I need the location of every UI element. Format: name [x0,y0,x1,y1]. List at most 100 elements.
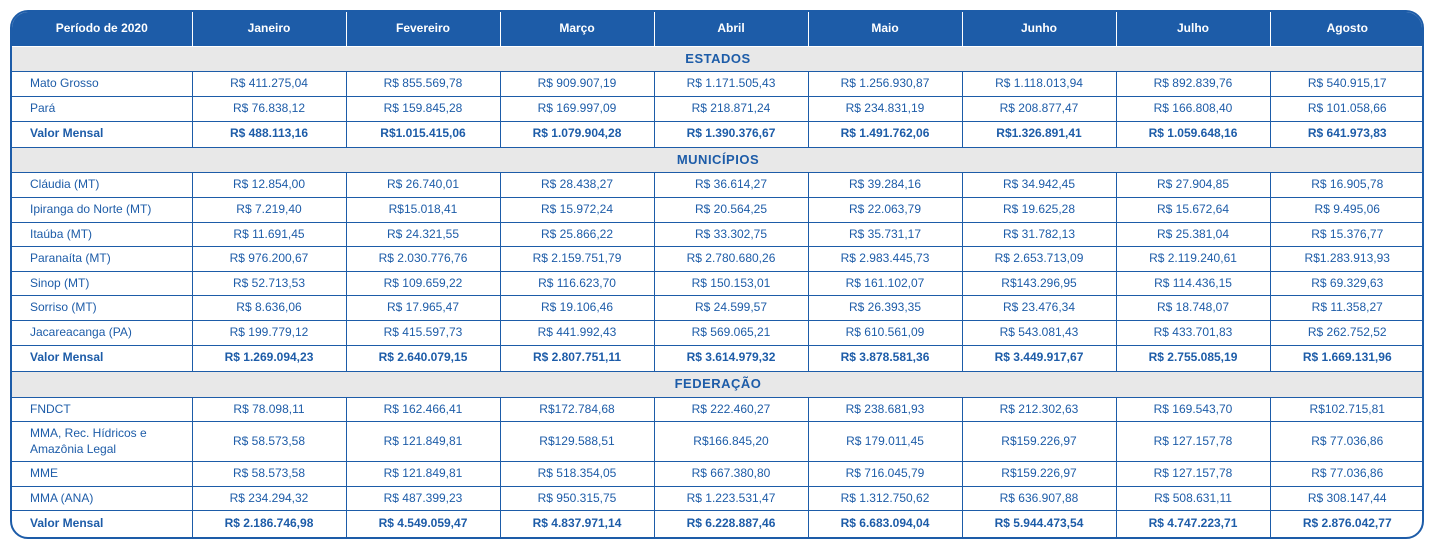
section-title: FEDERAÇÃO [12,371,1424,397]
cell: R$ 20.564,25 [654,198,808,223]
cell: R$ 78.098,11 [192,397,346,422]
total-row-municipios: Valor Mensal R$ 1.269.094,23 R$ 2.640.07… [12,345,1424,371]
table-row: Paranaíta (MT) R$ 976.200,67 R$ 2.030.77… [12,247,1424,272]
total-cell: R$ 1.669.131,96 [1270,345,1424,371]
cell: R$159.226,97 [962,422,1116,462]
table-body: ESTADOS Mato Grosso R$ 411.275,04 R$ 855… [12,46,1424,537]
header-month: Agosto [1270,12,1424,46]
cell: R$ 234.294,32 [192,486,346,511]
cell: R$ 508.631,11 [1116,486,1270,511]
cell: R$ 7.219,40 [192,198,346,223]
cell: R$ 11.358,27 [1270,296,1424,321]
total-cell: R$ 1.390.376,67 [654,121,808,147]
cell: R$ 11.691,45 [192,222,346,247]
cell: R$ 411.275,04 [192,72,346,97]
cell: R$ 23.476,34 [962,296,1116,321]
cell: R$ 166.808,40 [1116,96,1270,121]
total-cell: R$ 4.747.223,71 [1116,511,1270,537]
cell: R$ 101.058,66 [1270,96,1424,121]
cell: R$ 19.106,46 [500,296,654,321]
cell: R$ 179.011,45 [808,422,962,462]
cell: R$ 212.302,63 [962,397,1116,422]
row-label: MMA (ANA) [12,486,192,511]
cell: R$ 15.376,77 [1270,222,1424,247]
cell: R$ 1.312.750,62 [808,486,962,511]
header-row: Período de 2020 Janeiro Fevereiro Março … [12,12,1424,46]
table-row: Jacareacanga (PA) R$ 199.779,12 R$ 415.5… [12,321,1424,346]
row-label: Ipiranga do Norte (MT) [12,198,192,223]
total-row-estados: Valor Mensal R$ 488.113,16 R$1.015.415,0… [12,121,1424,147]
cell: R$ 950.315,75 [500,486,654,511]
cell: R$ 976.200,67 [192,247,346,272]
cell: R$ 35.731,17 [808,222,962,247]
total-cell: R$ 1.079.904,28 [500,121,654,147]
total-cell: R$1.015.415,06 [346,121,500,147]
total-label: Valor Mensal [12,511,192,537]
cell: R$ 39.284,16 [808,173,962,198]
cell: R$ 9.495,06 [1270,198,1424,223]
cell: R$ 34.942,45 [962,173,1116,198]
section-header-estados: ESTADOS [12,46,1424,72]
total-cell: R$ 4.837.971,14 [500,511,654,537]
row-label: Sorriso (MT) [12,296,192,321]
cell: R$ 2.030.776,76 [346,247,500,272]
header-month: Abril [654,12,808,46]
total-label: Valor Mensal [12,121,192,147]
cell: R$ 159.845,28 [346,96,500,121]
row-label: Mato Grosso [12,72,192,97]
total-cell: R$ 641.973,83 [1270,121,1424,147]
cell: R$ 52.713,53 [192,271,346,296]
financial-table: Período de 2020 Janeiro Fevereiro Março … [12,12,1424,537]
cell: R$ 441.992,43 [500,321,654,346]
cell: R$ 33.302,75 [654,222,808,247]
table-row: MMA (ANA) R$ 234.294,32 R$ 487.399,23 R$… [12,486,1424,511]
section-title: MUNICÍPIOS [12,147,1424,173]
table-row: FNDCT R$ 78.098,11 R$ 162.466,41 R$172.7… [12,397,1424,422]
table-row: Mato Grosso R$ 411.275,04 R$ 855.569,78 … [12,72,1424,97]
cell: R$ 433.701,83 [1116,321,1270,346]
header-month: Fevereiro [346,12,500,46]
cell: R$ 1.223.531,47 [654,486,808,511]
row-label: FNDCT [12,397,192,422]
cell: R$ 518.354,05 [500,462,654,487]
table-row: Sinop (MT) R$ 52.713,53 R$ 109.659,22 R$… [12,271,1424,296]
table-row: Pará R$ 76.838,12 R$ 159.845,28 R$ 169.9… [12,96,1424,121]
section-header-federacao: FEDERAÇÃO [12,371,1424,397]
cell: R$ 26.393,35 [808,296,962,321]
cell: R$ 114.436,15 [1116,271,1270,296]
cell: R$ 222.460,27 [654,397,808,422]
cell: R$ 58.573,58 [192,422,346,462]
cell: R$ 2.653.713,09 [962,247,1116,272]
cell: R$ 16.905,78 [1270,173,1424,198]
cell: R$ 1.256.930,87 [808,72,962,97]
cell: R$ 234.831,19 [808,96,962,121]
cell: R$ 127.157,78 [1116,422,1270,462]
cell: R$ 610.561,09 [808,321,962,346]
table-row: Ipiranga do Norte (MT) R$ 7.219,40 R$15.… [12,198,1424,223]
total-cell: R$ 3.449.917,67 [962,345,1116,371]
cell: R$ 15.972,24 [500,198,654,223]
total-row-federacao: Valor Mensal R$ 2.186.746,98 R$ 4.549.05… [12,511,1424,537]
cell: R$ 24.599,57 [654,296,808,321]
cell: R$ 76.838,12 [192,96,346,121]
cell: R$ 199.779,12 [192,321,346,346]
cell: R$15.018,41 [346,198,500,223]
table-row: MMA, Rec. Hídricos e Amazônia Legal R$ 5… [12,422,1424,462]
total-cell: R$1.326.891,41 [962,121,1116,147]
total-cell: R$ 6.228.887,46 [654,511,808,537]
cell: R$ 169.997,09 [500,96,654,121]
table-row: Cláudia (MT) R$ 12.854,00 R$ 26.740,01 R… [12,173,1424,198]
cell: R$ 262.752,52 [1270,321,1424,346]
cell: R$ 77.036,86 [1270,422,1424,462]
total-cell: R$ 2.640.079,15 [346,345,500,371]
cell: R$ 17.965,47 [346,296,500,321]
row-label: Cláudia (MT) [12,173,192,198]
cell: R$ 24.321,55 [346,222,500,247]
table-row: Sorriso (MT) R$ 8.636,06 R$ 17.965,47 R$… [12,296,1424,321]
cell: R$ 26.740,01 [346,173,500,198]
cell: R$ 22.063,79 [808,198,962,223]
total-cell: R$ 2.807.751,11 [500,345,654,371]
row-label: MME [12,462,192,487]
cell: R$ 855.569,78 [346,72,500,97]
cell: R$166.845,20 [654,422,808,462]
